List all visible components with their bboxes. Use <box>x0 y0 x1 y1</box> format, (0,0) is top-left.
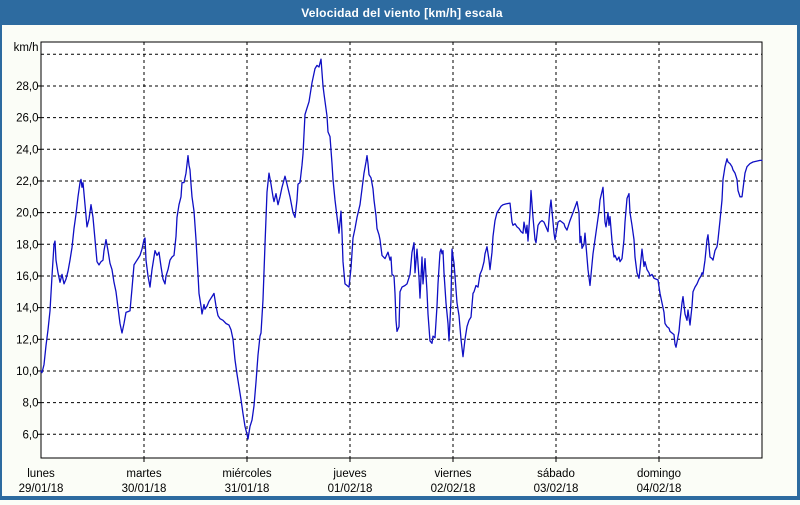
x-day-name-label: viernes <box>434 468 471 480</box>
plot-border <box>40 41 763 459</box>
x-day-name-label: lunes <box>27 468 55 480</box>
x-date-label: 30/01/18 <box>122 483 167 495</box>
x-day-name-label: sábado <box>537 468 575 480</box>
y-tick-label: 10,0 <box>16 366 38 378</box>
y-axis-unit-label: km/h <box>14 42 39 54</box>
y-tick-label: 14,0 <box>16 303 38 315</box>
wind-speed-series-line <box>40 58 763 440</box>
x-day-name-label: miércoles <box>222 468 271 480</box>
window-title-bar: Velocidad del viento [km/h] escala <box>2 0 800 25</box>
y-tick-label: 6,0 <box>23 429 39 441</box>
x-date-label: 02/02/18 <box>431 483 476 495</box>
y-tick-label: 26,0 <box>16 113 38 125</box>
x-day-name-label: domingo <box>637 468 681 480</box>
x-date-label: 29/01/18 <box>19 483 64 495</box>
y-tick-label: 8,0 <box>23 398 39 410</box>
x-day-name-label: jueves <box>332 468 366 480</box>
x-day-name-label: martes <box>126 468 161 480</box>
x-date-label: 04/02/18 <box>637 483 682 495</box>
y-tick-label: 12,0 <box>16 334 38 346</box>
window-title: Velocidad del viento [km/h] escala <box>301 5 503 20</box>
x-date-label: 01/02/18 <box>328 483 373 495</box>
y-tick-label: 24,0 <box>16 144 38 156</box>
y-tick-label: 18,0 <box>16 239 38 251</box>
plot-background <box>41 42 762 458</box>
x-date-label: 03/02/18 <box>534 483 579 495</box>
y-tick-label: 28,0 <box>16 81 38 93</box>
y-tick-label: 16,0 <box>16 271 38 283</box>
x-date-label: 31/01/18 <box>225 483 270 495</box>
y-tick-label: 20,0 <box>16 208 38 220</box>
y-tick-label: 22,0 <box>16 176 38 188</box>
